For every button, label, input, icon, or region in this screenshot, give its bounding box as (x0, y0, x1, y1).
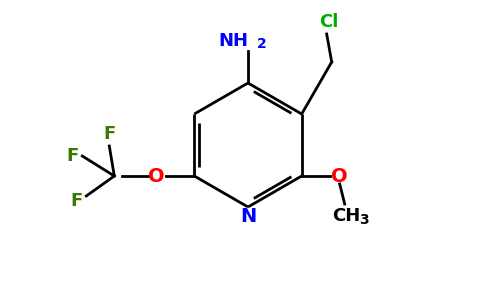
Text: O: O (332, 167, 348, 185)
Text: 2: 2 (257, 37, 267, 51)
Text: O: O (148, 167, 165, 185)
Text: CH: CH (333, 207, 361, 225)
Text: Cl: Cl (319, 13, 338, 31)
Text: F: F (66, 147, 78, 165)
Text: NH: NH (218, 32, 248, 50)
Text: F: F (103, 125, 115, 143)
Text: F: F (70, 192, 82, 210)
Text: 3: 3 (359, 213, 368, 227)
Text: N: N (240, 208, 256, 226)
